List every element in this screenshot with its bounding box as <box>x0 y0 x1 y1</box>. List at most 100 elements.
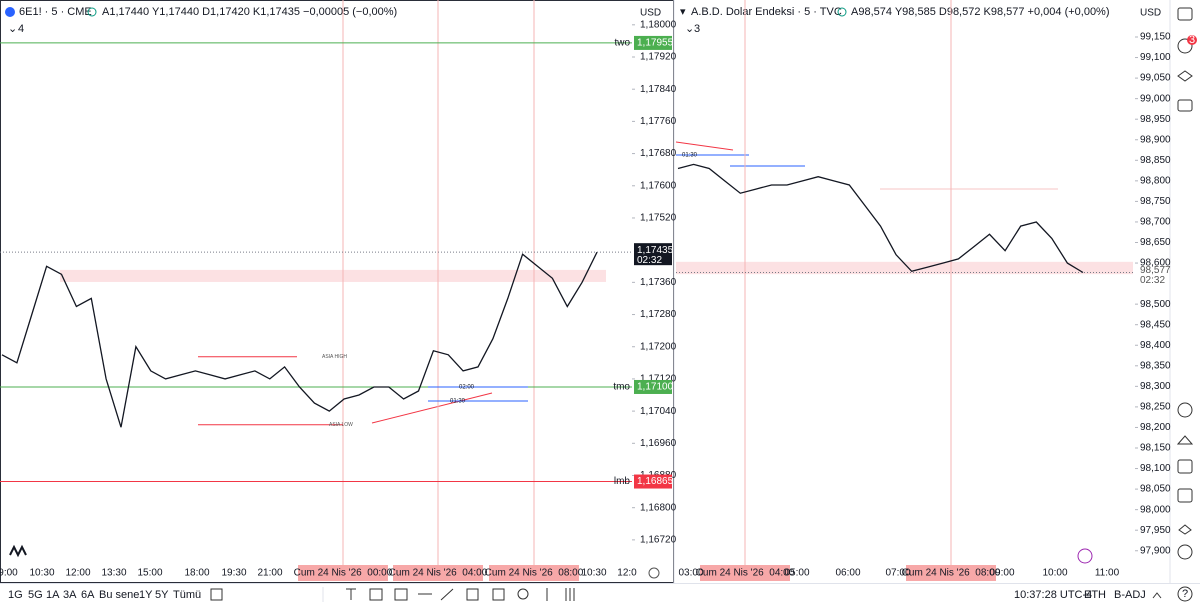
y-tick-label: 1,17840 <box>640 84 677 95</box>
logo <box>9 544 27 558</box>
chevron[interactable]: ▾ <box>680 6 686 18</box>
x-tick-label: 12:00 <box>65 568 90 579</box>
zone[interactable] <box>676 261 1133 275</box>
currency[interactable]: USD <box>1140 8 1161 19</box>
date-marker: Cum 24 Nis '26 08:00 <box>902 568 1001 579</box>
x-tick-label: 07:00 <box>885 568 910 579</box>
level-box <box>634 474 672 489</box>
watchlist-icon[interactable] <box>1177 7 1193 21</box>
symbol[interactable]: A.B.D. Dolar Endeksi · 5 · TVC <box>691 6 842 18</box>
price-line <box>1 251 598 428</box>
date-marker: Cum 24 Nis '26 00:00 <box>294 568 393 579</box>
annotation: ASIA LOW <box>329 422 353 428</box>
y-tick-label: 99,100 <box>1140 52 1171 63</box>
range-button[interactable]: Bu sene <box>99 589 139 601</box>
y-tick-label: 98,200 <box>1140 422 1171 433</box>
level-box <box>634 379 672 394</box>
chat-icon[interactable] <box>1177 99 1193 112</box>
y-tick-label: 98,450 <box>1140 319 1171 330</box>
annotation: 01:30 <box>682 153 698 159</box>
y-tick-label: 98,650 <box>1140 237 1171 248</box>
chevron[interactable]: ⌄ <box>685 23 694 35</box>
y-tick-label: 98,500 <box>1140 299 1171 310</box>
date-marker-box <box>298 565 388 581</box>
badge <box>1187 35 1197 45</box>
x-tick-label: 10:30 <box>581 568 606 579</box>
x-tick-label: 10:00 <box>1042 568 1067 579</box>
level-label: 1,17100 <box>637 382 674 393</box>
range-button[interactable]: 5G <box>28 589 43 601</box>
help-glyph[interactable]: ? <box>1182 588 1188 600</box>
range-button[interactable]: 5Y <box>155 589 169 601</box>
collapse-icon[interactable] <box>1152 592 1162 599</box>
alerts-icon[interactable] <box>1177 38 1193 54</box>
y-tick-label: 1,16720 <box>640 535 677 546</box>
range-button[interactable]: Tümü <box>173 589 201 601</box>
event-icon[interactable] <box>1077 548 1093 564</box>
help-icon[interactable] <box>1177 586 1193 602</box>
session-toggle[interactable]: ETH <box>1084 589 1106 601</box>
indicator-count[interactable]: 4 <box>18 23 24 35</box>
range-button[interactable]: 3A <box>63 589 77 601</box>
date-range-icon[interactable] <box>210 588 223 601</box>
news-icon[interactable] <box>1177 488 1193 503</box>
y-tick-label: 1,17120 <box>640 374 677 385</box>
hub-icon[interactable] <box>1177 544 1193 560</box>
range-button[interactable]: 6A <box>81 589 95 601</box>
y-tick-label: 1,18000 <box>640 19 677 30</box>
date-marker-box <box>700 565 790 581</box>
y-tick-label: 98,800 <box>1140 175 1171 186</box>
trend-line[interactable] <box>371 392 493 424</box>
panel-frame <box>0 0 674 583</box>
chevron[interactable]: ⌄ <box>8 23 17 35</box>
range-button[interactable]: 1Y <box>139 589 153 601</box>
current-price: 1,17435 <box>637 245 674 256</box>
x-tick-label: 09:00 <box>989 568 1014 579</box>
drawing-tools[interactable] <box>346 588 575 601</box>
level-name: two <box>614 38 630 49</box>
adjust-toggle[interactable]: B-ADJ <box>1114 589 1146 601</box>
date-marker: Cum 24 Nis '26 08:00 <box>485 568 584 579</box>
y-tick-label: 98,850 <box>1140 155 1171 166</box>
ohlc: A98,574 Y98,585 D98,572 K98,577 +0,004 (… <box>851 6 1110 18</box>
date-marker: Cum 24 Nis '26 04:00 <box>696 568 795 579</box>
x-tick-label: 21:00 <box>257 568 282 579</box>
x-tick-label: 06:00 <box>835 568 860 579</box>
range-button[interactable]: 1G <box>8 589 23 601</box>
x-tick-label: 10:30 <box>29 568 54 579</box>
calendar-icon[interactable] <box>1177 459 1193 474</box>
indicator-count[interactable]: 3 <box>694 23 700 35</box>
badge-count: 3 <box>1189 34 1195 46</box>
trend-line[interactable] <box>675 141 734 151</box>
y-tick-label: 98,250 <box>1140 402 1171 413</box>
countdown: 02:32 <box>1140 275 1165 286</box>
y-tick-label: 98,750 <box>1140 196 1171 207</box>
layers-icon[interactable] <box>1177 70 1193 82</box>
y-tick-label: 99,150 <box>1140 32 1171 43</box>
zone[interactable] <box>60 269 606 282</box>
range-button[interactable]: 1A <box>46 589 60 601</box>
date-marker: Cum 24 Nis '26 04:00 <box>389 568 488 579</box>
currency[interactable]: USD <box>640 8 661 19</box>
annotation: ASIA HIGH <box>322 354 347 360</box>
y-tick-label: 98,950 <box>1140 114 1171 125</box>
symbol-icon[interactable] <box>5 7 15 17</box>
level-box <box>634 35 672 50</box>
y-tick-label: 1,16800 <box>640 502 677 513</box>
symbol[interactable]: 6E1! · 5 · CME <box>19 6 92 18</box>
y-tick-label: 1,17600 <box>640 180 677 191</box>
x-tick-label: 13:30 <box>101 568 126 579</box>
target-icon[interactable] <box>1177 402 1193 418</box>
settings-icon[interactable] <box>648 567 660 579</box>
x-tick-label: 03:00 <box>678 568 703 579</box>
level-name: lmb <box>614 476 631 487</box>
x-tick-label: 15:00 <box>137 568 162 579</box>
ideas-icon[interactable] <box>1176 435 1194 445</box>
y-tick-label: 1,17920 <box>640 52 677 63</box>
current-price: 98,577 <box>1140 265 1171 276</box>
tools-icon[interactable] <box>1178 524 1192 535</box>
countdown: 02:32 <box>637 255 662 266</box>
y-tick-label: 98,050 <box>1140 484 1171 495</box>
